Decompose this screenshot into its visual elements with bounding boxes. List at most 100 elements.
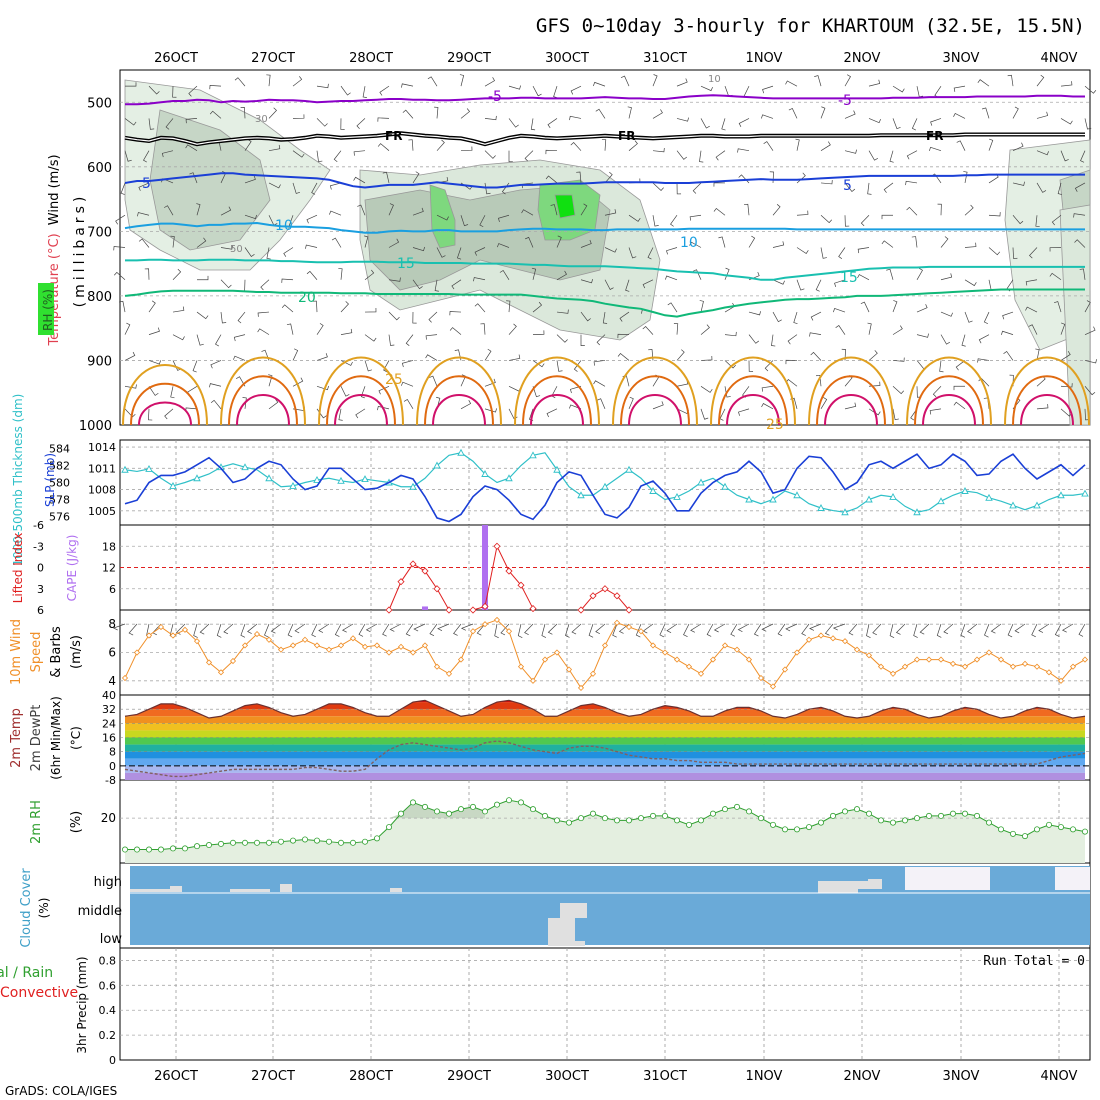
thickness-point <box>241 463 249 471</box>
label-20: 20 <box>298 290 316 306</box>
wind-barb <box>270 623 282 634</box>
upper-barb <box>405 334 414 346</box>
upper-barb <box>425 354 438 361</box>
upper-barb <box>124 351 136 361</box>
rh-point <box>710 810 717 817</box>
upper-barb <box>1025 306 1038 313</box>
upper-barb <box>196 311 209 320</box>
upper-barb <box>699 150 704 163</box>
upper-barb <box>834 279 846 287</box>
upper-barb <box>953 112 966 119</box>
thick-tick: 578 <box>49 494 70 507</box>
upper-barb <box>497 243 510 248</box>
upper-barb <box>1060 118 1073 125</box>
wind-barb <box>413 623 426 632</box>
ylabel-slp: SLP (mb) <box>43 453 57 507</box>
thickness-point <box>1009 501 1017 509</box>
wind-barb <box>429 623 438 637</box>
rh-point <box>806 824 813 831</box>
wind-barb <box>517 623 523 639</box>
ylabel-millibars: (millibars) <box>72 193 88 308</box>
contour--5 <box>125 94 1085 106</box>
bottom-date-29OCT: 29OCT <box>447 1069 491 1084</box>
ptick-800: 800 <box>87 290 112 305</box>
upper-barb <box>257 311 270 317</box>
rh-point <box>481 808 488 815</box>
rh-point <box>614 817 621 824</box>
upper-barb <box>892 300 898 313</box>
upper-barb <box>244 214 257 220</box>
arch-2-3 <box>432 394 486 426</box>
label-15-a: 15 <box>397 256 415 272</box>
upper-barb <box>451 279 462 290</box>
thickness-point <box>121 465 129 473</box>
wind-point <box>529 677 537 684</box>
ylabel-rh2m: 2m RH <box>29 800 44 844</box>
rh-point <box>626 817 633 824</box>
wind-barb <box>635 623 642 638</box>
wind-barb <box>287 623 294 638</box>
rh-point <box>193 843 200 850</box>
wind10m-panel: 8 6 4 <box>108 616 1090 691</box>
upper-barb <box>815 279 822 292</box>
li-tick: 6 <box>37 604 44 617</box>
upper-barb <box>883 182 894 193</box>
frame-slp <box>119 439 1091 526</box>
upper-barb <box>964 279 977 287</box>
upper-barb <box>196 237 207 248</box>
upper-barb <box>170 386 175 399</box>
rh-point <box>698 817 705 824</box>
thickness-point <box>745 495 753 503</box>
rh-point <box>686 821 693 828</box>
upper-barb <box>138 238 150 248</box>
cloud-patch-7 <box>868 879 882 889</box>
upper-barb <box>316 118 328 127</box>
wind-barb <box>737 623 750 632</box>
upper-barb <box>1036 111 1049 119</box>
rh-point <box>229 839 236 846</box>
upper-barb <box>940 273 953 281</box>
upper-barb <box>484 150 496 159</box>
upper-barb <box>628 214 641 222</box>
upper-barb <box>161 150 174 158</box>
upper-barb <box>429 375 438 387</box>
thickness-point <box>1057 491 1065 499</box>
ylabel-wind2: Speed <box>29 632 44 673</box>
upper-barb <box>857 274 870 281</box>
label-minus5-b: -5 <box>838 93 852 109</box>
wind-barb <box>706 623 714 637</box>
wind-point <box>913 656 921 663</box>
upper-barb <box>580 334 585 346</box>
upper-barb <box>286 323 294 335</box>
wind-barb <box>895 623 906 635</box>
upper-barb <box>838 247 846 260</box>
thickness-point <box>841 508 849 516</box>
rh-point <box>842 808 849 815</box>
upper-barb <box>796 279 805 291</box>
upper-barb <box>761 385 774 392</box>
upper-barb <box>1001 330 1014 336</box>
upper-barb <box>892 325 903 335</box>
cloud-panel <box>130 866 1090 946</box>
upper-barb <box>570 85 582 95</box>
rh-point <box>830 812 837 819</box>
rh-point <box>950 810 957 817</box>
upper-barb <box>868 408 881 416</box>
upper-barb <box>1036 404 1049 410</box>
upper-barb <box>312 300 318 313</box>
upper-barb <box>524 150 534 162</box>
upper-barb <box>1074 182 1086 192</box>
upper-barb <box>1060 351 1071 361</box>
rh-point <box>337 839 344 846</box>
wind-barb <box>405 623 414 637</box>
slp-line <box>124 453 1086 523</box>
wind-barb <box>872 623 882 636</box>
wind-point <box>145 632 153 639</box>
upper-barb <box>676 117 689 122</box>
wind-barb <box>913 623 918 638</box>
wind-point <box>925 656 933 663</box>
upper-barb <box>953 85 966 92</box>
upper-barb <box>911 118 918 131</box>
run-total: Run Total = 0 <box>983 954 1085 969</box>
ylabel-temp1: 2m Temp <box>9 708 24 768</box>
